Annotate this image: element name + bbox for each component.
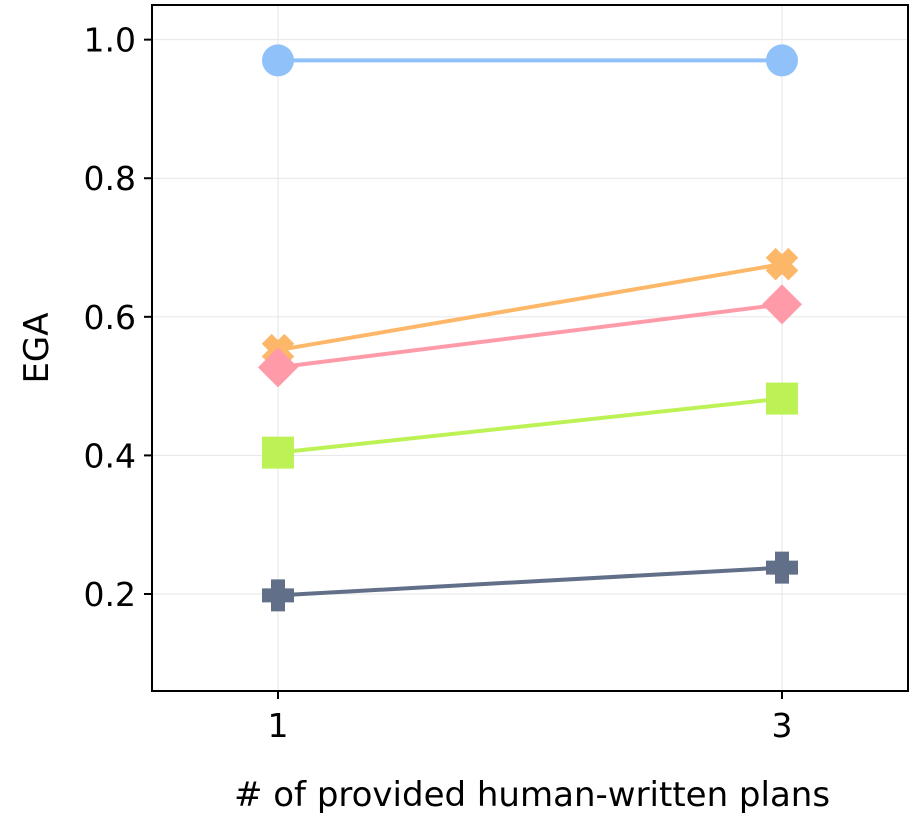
y-tick-label: 0.4 (84, 436, 136, 475)
x-axis-label: # of provided human-written plans (234, 775, 830, 815)
data-point (766, 551, 798, 584)
data-point (766, 44, 798, 77)
data-point (258, 347, 298, 388)
data-point (262, 436, 294, 469)
grid-layer (152, 5, 908, 691)
y-tick-label: 0.2 (84, 575, 136, 614)
series-line (277, 302, 783, 370)
series-layer (258, 44, 802, 612)
data-point (765, 247, 799, 281)
series-line (277, 396, 783, 455)
x-tick-label: 1 (268, 706, 289, 745)
axis-layer: 0.2 0.4 0.6 0.8 1.0 1 3 (84, 21, 793, 745)
y-tick-label: 0.8 (84, 159, 136, 198)
y-axis-label: EGA (17, 312, 57, 383)
y-tick-label: 0.6 (84, 298, 136, 337)
series-blue-circle (262, 44, 798, 77)
plot-frame (151, 4, 909, 692)
series-line (277, 565, 783, 598)
series-slate-plus (262, 551, 798, 612)
data-point (262, 44, 294, 77)
y-tick-label: 1.0 (84, 21, 136, 60)
series-green-square (262, 382, 798, 469)
series-orange-x (261, 247, 799, 367)
series-pink-diamond (258, 284, 802, 388)
data-point (766, 382, 798, 415)
series-line (277, 262, 783, 353)
data-point (762, 284, 802, 325)
data-point (262, 579, 294, 612)
x-tick-label: 3 (772, 706, 793, 745)
